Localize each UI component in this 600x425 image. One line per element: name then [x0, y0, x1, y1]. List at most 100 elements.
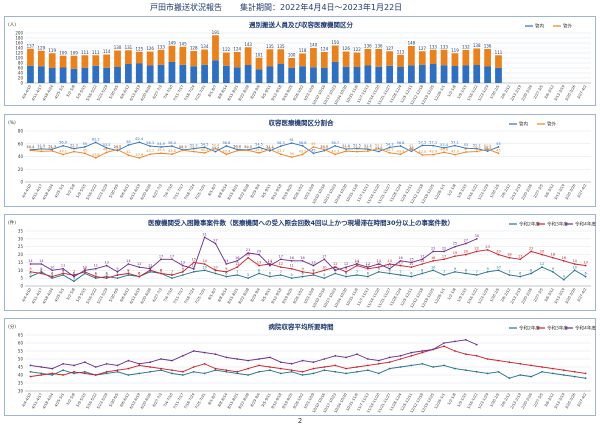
x-tick-label: 9/5-9/11 — [261, 288, 272, 303]
x-tick-label: 6/27-7/3 — [152, 85, 163, 100]
legend-label: 令和4年度 — [575, 325, 596, 332]
x-tick-label: 2/20-2/26 — [521, 392, 534, 410]
data-point — [40, 366, 43, 368]
bar-total-label: 111 — [92, 50, 100, 55]
data-point — [454, 144, 456, 147]
x-tick-label: 3/6-3/12 — [544, 85, 555, 100]
y-tick-label: 120 — [15, 51, 23, 56]
series-line — [30, 146, 499, 159]
data-label: 43.7 — [146, 149, 154, 153]
data-label: 46.5 — [103, 147, 111, 151]
data-label: 20 — [540, 250, 544, 254]
data-point — [73, 364, 75, 367]
bar-kannai — [386, 65, 394, 83]
data-label: 51.5 — [364, 144, 372, 148]
data-point — [410, 266, 413, 269]
data-label: 12 — [333, 262, 337, 266]
bar-kangai — [59, 55, 67, 68]
data-point — [269, 148, 271, 151]
data-point — [269, 263, 271, 265]
data-label: 45.7 — [386, 148, 394, 152]
bar-kannai — [212, 60, 219, 83]
data-point — [225, 270, 228, 273]
bar-kannai — [353, 67, 361, 83]
data-label: 45 — [311, 148, 315, 152]
y-tick-label: 35 — [18, 381, 24, 386]
data-point — [160, 367, 162, 370]
data-point — [203, 236, 206, 239]
data-label: 10 — [333, 265, 337, 269]
data-point — [323, 369, 326, 372]
data-label: 3 — [73, 276, 75, 280]
x-tick-label: 8/1-8/7 — [207, 184, 217, 197]
data-point — [51, 150, 54, 152]
data-point — [51, 277, 54, 280]
x-tick-label: 12/26-1/1 — [434, 393, 446, 410]
bar-kannai — [48, 67, 56, 83]
data-point — [127, 274, 130, 276]
data-point — [541, 253, 543, 256]
bar-kannai — [288, 67, 296, 83]
data-point — [366, 358, 369, 360]
bar-total-label: 136 — [364, 44, 372, 49]
data-point — [464, 242, 467, 245]
data-point — [40, 374, 43, 376]
data-point — [464, 369, 467, 372]
data-point — [116, 270, 119, 273]
data-point — [62, 274, 64, 276]
data-point — [366, 364, 369, 367]
bar-total-label: 191 — [212, 30, 220, 35]
x-tick-label: 8/1-8/7 — [207, 85, 217, 98]
data-point — [192, 270, 195, 273]
data-point — [552, 367, 554, 370]
data-point — [94, 275, 97, 278]
chart-weekly-transport: 週別搬送人員及び収容医療機関区分 (人) 0 20 40 60 80 100 120 140 160… — [4, 16, 596, 106]
x-tick-label: 9/5-9/11 — [261, 393, 272, 408]
x-tick-label: 3/20-3/26 — [564, 392, 577, 410]
data-label: 51.3 — [48, 144, 56, 148]
data-label: 8 — [160, 268, 162, 272]
data-point — [410, 261, 413, 264]
data-label: 55 — [83, 142, 87, 146]
legend-label: 管内 — [535, 23, 544, 30]
page-number: 2 — [297, 417, 303, 425]
data-point — [541, 266, 543, 269]
bar-total-label: 133 — [440, 44, 448, 49]
data-point — [29, 364, 32, 367]
x-tick-label: 1/2-1/8 — [447, 392, 457, 406]
x-tick-label: 4/4-4/10 — [21, 392, 32, 408]
x-tick-label: 8/8-8/14 — [217, 183, 228, 199]
bar-kannai — [462, 65, 470, 83]
data-label: 6 — [519, 272, 521, 276]
y-tick-label: 60 — [18, 141, 24, 146]
data-point — [62, 153, 64, 156]
data-label: 47.8 — [473, 147, 481, 151]
data-label: 8 — [62, 268, 64, 272]
y-tick-label: 30 — [18, 236, 24, 241]
data-point — [225, 356, 228, 359]
bar-total-label: 145 — [179, 41, 187, 46]
data-point — [83, 370, 86, 373]
bar-total-label: 132 — [462, 45, 470, 50]
data-point — [181, 374, 184, 376]
data-point — [475, 147, 478, 150]
data-label: 10 — [213, 265, 217, 269]
data-point — [171, 359, 173, 362]
data-point — [323, 366, 326, 368]
data-point — [475, 370, 478, 373]
data-point — [356, 263, 358, 265]
y-tick-label: 40 — [18, 71, 24, 76]
bar-kangai — [473, 48, 481, 65]
x-tick-label: 5/30-6/5 — [108, 288, 119, 303]
data-label: 48.1 — [37, 146, 45, 150]
data-label: 6 — [51, 272, 53, 276]
data-point — [410, 351, 413, 354]
bar-kannai — [429, 64, 437, 83]
x-tick-label: 1/30-2/5 — [489, 184, 500, 199]
data-label: 8 — [465, 268, 467, 272]
data-point — [269, 149, 271, 152]
data-point — [454, 153, 456, 156]
data-point — [116, 274, 119, 276]
x-tick-label: 3/6-3/12 — [544, 288, 555, 303]
y-tick-label: 0 — [20, 180, 23, 185]
